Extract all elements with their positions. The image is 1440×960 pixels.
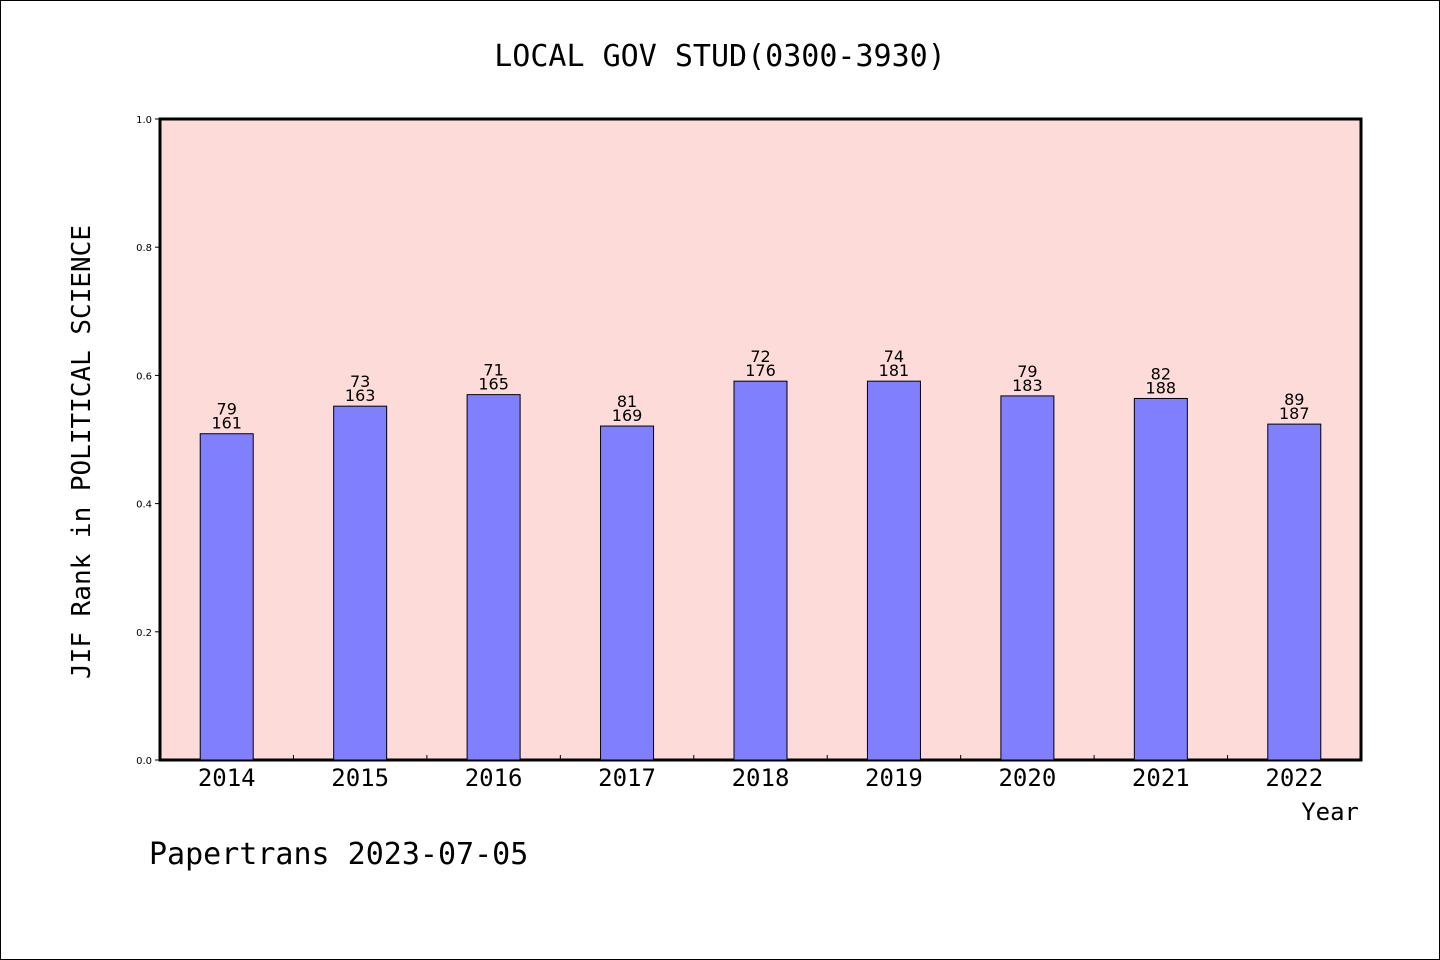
data-label-rank: 74: [884, 347, 904, 366]
x-tick-label: 2017: [598, 764, 656, 792]
chart-title: LOCAL GOV STUD(0300-3930): [494, 39, 946, 74]
data-label-total: 176: [745, 361, 776, 380]
data-label-rank: 71: [483, 361, 503, 380]
x-tick-label: 2019: [865, 764, 923, 792]
x-tick-label: 2015: [331, 764, 389, 792]
bar-2019: [866, 380, 921, 761]
bar-2017: [600, 425, 655, 761]
x-axis: 2014 2015 2016 2017 2018 2019 2020 2021 2022: [198, 755, 1323, 792]
bar-2014: [199, 433, 254, 761]
y-axis-label: JIF Rank in POLITICAL SCIENCE: [67, 225, 97, 679]
y-tick-label: 0.0: [136, 756, 152, 767]
data-label-rank: 73: [350, 372, 370, 391]
x-tick-label: 2020: [998, 764, 1056, 792]
x-tick-label: 2014: [198, 764, 256, 792]
data-label-total: 163: [345, 386, 376, 405]
x-tick-label: 2018: [732, 764, 790, 792]
x-axis-label: Year: [1301, 798, 1359, 826]
y-tick-label: 0.8: [136, 243, 152, 254]
data-label-rank: 72: [750, 347, 770, 366]
data-label-rank: 82: [1151, 364, 1171, 383]
data-label-total: 165: [478, 375, 509, 394]
bar-2018: [733, 380, 788, 761]
y-tick-label: 0.2: [136, 628, 152, 639]
y-tick-label: 0.6: [136, 371, 152, 382]
data-label-total: 161: [211, 414, 242, 433]
bar-2015: [333, 405, 388, 761]
x-tick-label: 2021: [1132, 764, 1190, 792]
data-label-rank: 81: [617, 392, 637, 411]
data-label-rank: 79: [217, 400, 237, 419]
data-label-rank: 89: [1284, 390, 1304, 409]
data-label-total: 181: [879, 361, 910, 380]
bar-2016: [466, 394, 521, 761]
data-label-total: 188: [1146, 378, 1177, 397]
y-tick-label: 0.4: [136, 500, 152, 511]
y-axis: 0.0 0.2 0.4 0.6 0.8 1.0: [136, 115, 160, 767]
x-tick-label: 2016: [465, 764, 523, 792]
footer-credit: Papertrans 2023-07-05: [149, 837, 528, 872]
bar-2021: [1133, 397, 1188, 761]
data-label-rank: 79: [1017, 362, 1037, 381]
data-label-total: 169: [612, 406, 643, 425]
x-tick-label: 2022: [1265, 764, 1323, 792]
bar-2020: [1000, 395, 1055, 761]
y-tick-label: 1.0: [136, 115, 152, 126]
bars-group: [199, 380, 1322, 761]
data-label-total: 183: [1012, 376, 1043, 395]
bar-2022: [1267, 423, 1322, 761]
data-label-total: 187: [1279, 404, 1310, 423]
